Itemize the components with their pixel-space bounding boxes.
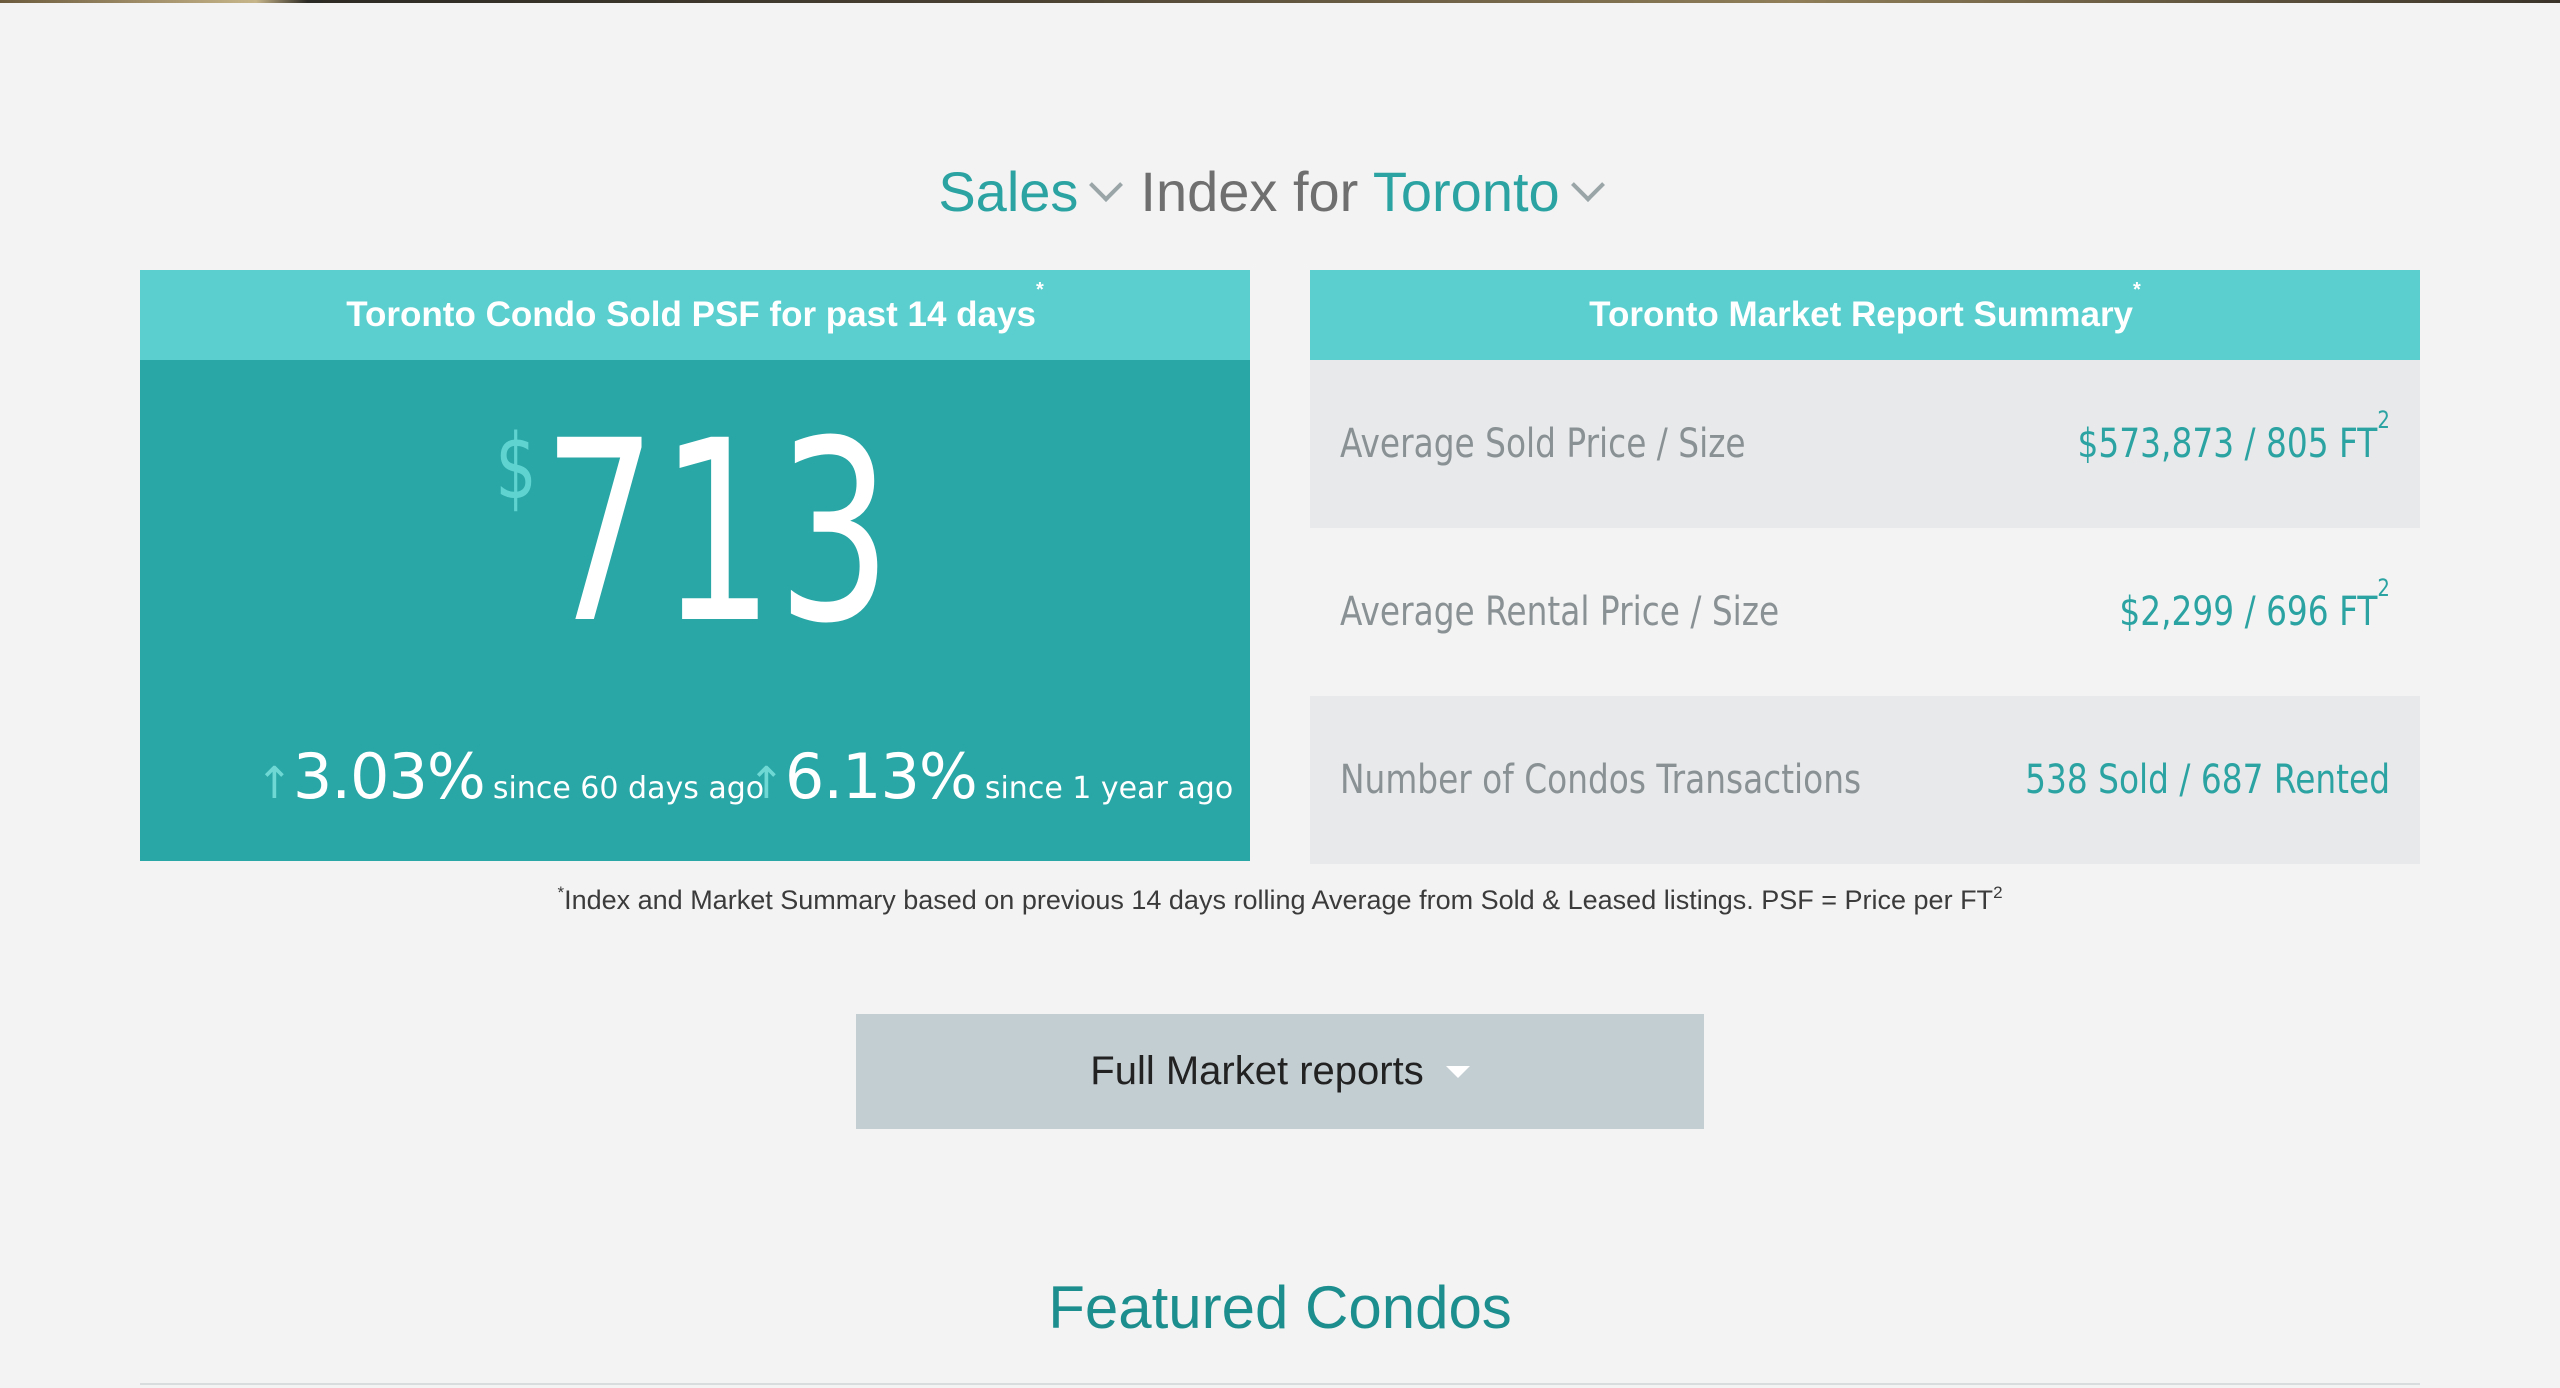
summary-rows: Average Sold Price / Size $573,873 / 805… [1310, 360, 2420, 864]
summary-row-label: Number of Condos Transactions [1340, 757, 1862, 803]
arrow-up-icon: ↑ [256, 758, 293, 809]
superscript: 2 [2377, 406, 2390, 434]
psf-card-body: $713 ↑3.03% since 60 days ago ↑6.13% since… [140, 360, 1250, 861]
market-type-dropdown[interactable]: Sales [938, 160, 1079, 223]
full-market-reports-button[interactable]: Full Market reports [856, 1014, 1704, 1129]
psf-value: 713 [542, 387, 895, 678]
market-button-label: Full Market reports [1090, 1049, 1424, 1093]
caret-down-icon [1445, 1066, 1470, 1078]
footnote-text: Index and Market Summary based on previo… [564, 885, 1994, 915]
footnote-asterisk: * [1035, 279, 1044, 301]
change-60-days: ↑3.03% since 60 days ago [256, 740, 764, 813]
psf-card-title: Toronto Condo Sold PSF for past 14 days [346, 295, 1036, 334]
summary-row-label: Average Rental Price / Size [1340, 589, 1780, 635]
footnote-asterisk: * [2133, 279, 2141, 301]
section-divider [140, 1383, 2420, 1385]
chevron-down-icon[interactable] [1570, 168, 1605, 202]
psf-card-header: Toronto Condo Sold PSF for past 14 days* [140, 270, 1250, 360]
change-label: since 1 year ago [984, 771, 1234, 806]
index-heading: Sales Index for Toronto [0, 152, 2560, 232]
change-1-year: ↑6.13% since 1 year ago [748, 740, 1233, 813]
arrow-up-icon: ↑ [748, 758, 785, 809]
index-footnote: *Index and Market Summary based on previ… [540, 880, 2020, 920]
summary-card-title: Toronto Market Report Summary [1589, 295, 2134, 334]
currency-symbol: $ [495, 415, 540, 520]
summary-row-value: $573,873 / 805 FT2 [2078, 360, 2390, 528]
summary-card-header: Toronto Market Report Summary* [1310, 270, 2420, 360]
footnote-asterisk: * [557, 883, 565, 902]
city-dropdown[interactable]: Toronto [1372, 160, 1560, 223]
summary-value-text: 538 Sold / 687 Rented [2025, 757, 2390, 803]
superscript: 2 [2377, 574, 2390, 602]
summary-row-avg-sold: Average Sold Price / Size $573,873 / 805… [1310, 360, 2420, 528]
summary-value-text: $573,873 / 805 FT [2077, 421, 2378, 467]
header-image-strip [0, 0, 2560, 3]
change-percent: 6.13% [784, 740, 978, 813]
market-summary-card: Toronto Market Report Summary* Average S… [1310, 270, 2420, 864]
summary-value-text: $2,299 / 696 FT [2119, 589, 2378, 635]
change-label: since 60 days ago [492, 771, 765, 806]
summary-row-avg-rental: Average Rental Price / Size $2,299 / 696… [1310, 528, 2420, 696]
chevron-down-icon[interactable] [1089, 168, 1124, 202]
change-percent: 3.03% [292, 740, 486, 813]
summary-row-label: Average Sold Price / Size [1340, 421, 1746, 467]
featured-condos-heading: Featured Condos [1048, 1274, 1512, 1341]
index-for-text: Index for [1140, 160, 1359, 223]
summary-row-value: $2,299 / 696 FT2 [2119, 528, 2390, 696]
summary-row-transactions: Number of Condos Transactions 538 Sold /… [1310, 696, 2420, 864]
psf-value-display: $713 [295, 408, 1094, 658]
superscript: 2 [1993, 883, 2003, 902]
summary-row-value: 538 Sold / 687 Rented [2025, 696, 2390, 864]
psf-index-card: Toronto Condo Sold PSF for past 14 days*… [140, 270, 1250, 861]
